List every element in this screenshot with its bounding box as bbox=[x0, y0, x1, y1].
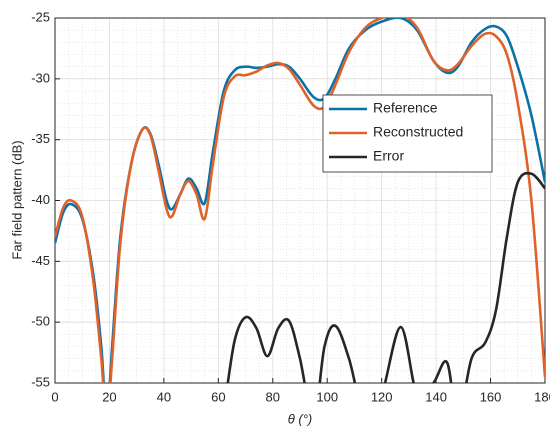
x-tick-label: 140 bbox=[425, 389, 447, 404]
x-tick-label: 60 bbox=[211, 389, 225, 404]
x-tick-label: 120 bbox=[371, 389, 393, 404]
x-tick-label: 20 bbox=[102, 389, 116, 404]
y-axis-label: Far field pattern (dB) bbox=[9, 140, 24, 259]
x-tick-label: 100 bbox=[316, 389, 338, 404]
y-tick-label: -50 bbox=[31, 314, 50, 329]
x-tick-label: 40 bbox=[157, 389, 171, 404]
x-axis-label: θ (°) bbox=[288, 411, 313, 426]
y-tick-label: -45 bbox=[31, 253, 50, 268]
x-tick-label: 0 bbox=[51, 389, 58, 404]
axes-box bbox=[54, 17, 546, 384]
y-tick-label: -30 bbox=[31, 70, 50, 85]
plot-lines bbox=[55, 18, 545, 383]
y-tick-label: -55 bbox=[31, 374, 50, 389]
legend-label: Reference bbox=[373, 100, 438, 116]
x-tick-label: 160 bbox=[480, 389, 502, 404]
y-tick-label: -35 bbox=[31, 131, 50, 146]
series-line bbox=[55, 18, 545, 383]
legend-label: Error bbox=[373, 148, 404, 164]
legend-label: Reconstructed bbox=[373, 124, 463, 140]
y-tick-label: -25 bbox=[31, 9, 50, 24]
series-line bbox=[226, 171, 545, 383]
y-tick-label: -40 bbox=[31, 192, 50, 207]
x-tick-label: 180 bbox=[534, 389, 550, 404]
x-tick-label: 80 bbox=[266, 389, 280, 404]
